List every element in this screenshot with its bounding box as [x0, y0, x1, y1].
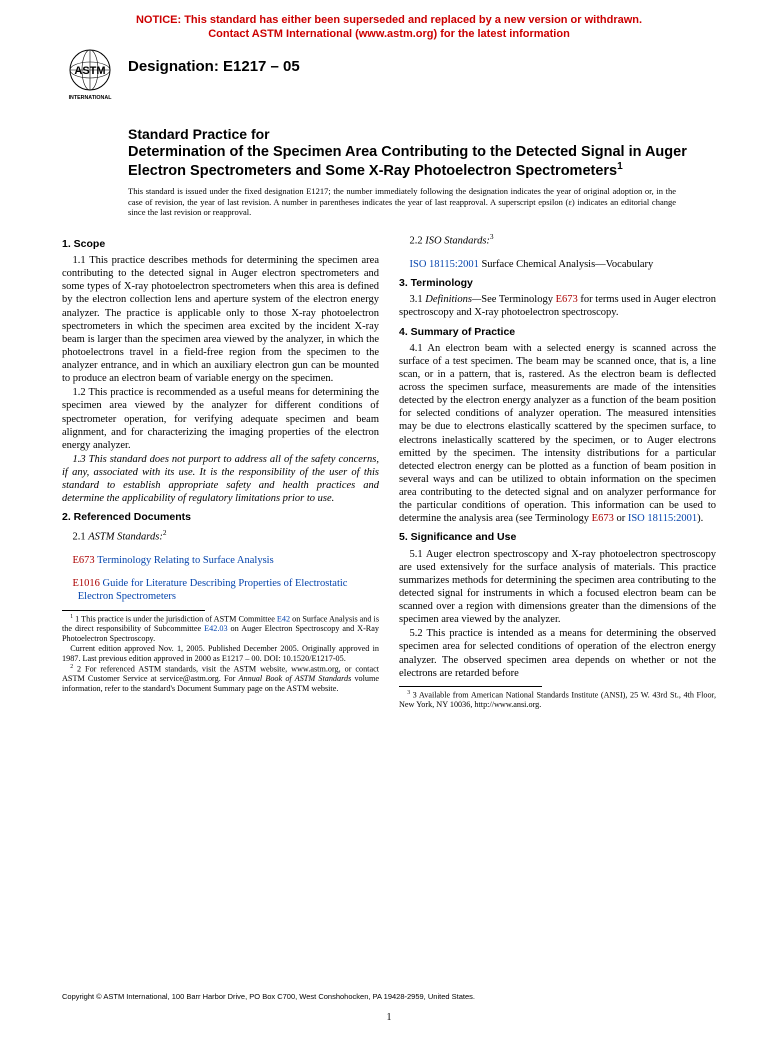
para-5-1: 5.1 Auger electron spectroscopy and X-ra… [399, 548, 716, 627]
s2-1-italic: ASTM Standards: [88, 531, 163, 542]
s4-1-a: 4.1 An electron beam with a selected ene… [399, 343, 716, 525]
heading-summary: 4. Summary of Practice [399, 326, 716, 339]
notice-line1: NOTICE: This standard has either been su… [136, 14, 642, 26]
ref-e1016-text[interactable]: Guide for Literature Describing Properti… [78, 578, 348, 602]
footnote-1: 1 1 This practice is under the jurisdict… [62, 614, 379, 644]
s3-1-it: Definitions— [425, 294, 481, 305]
para-3-1: 3.1 Definitions—See Terminology E673 for… [399, 293, 716, 319]
fn2-it: Annual Book of ASTM Standards [239, 674, 352, 683]
ref-e1016: E1016 Guide for Literature Describing Pr… [78, 577, 379, 603]
footnote-3: 3 3 Available from American National Sta… [399, 690, 716, 710]
ref-iso: ISO 18115:2001 Surface Chemical Analysis… [415, 258, 716, 271]
footnote-rule-left [62, 610, 205, 611]
svg-text:INTERNATIONAL: INTERNATIONAL [69, 95, 113, 101]
para-2-2: 2.2 ISO Standards:3 [399, 232, 716, 248]
title-main-text: Determination of the Specimen Area Contr… [128, 144, 687, 179]
ref-e673-text[interactable]: Terminology Relating to Surface Analysis [95, 555, 274, 566]
fn3-text: 3 Available from American National Stand… [399, 691, 716, 710]
copyright-line: Copyright © ASTM International, 100 Barr… [62, 992, 475, 1001]
para-1-1: 1.1 This practice describes methods for … [62, 254, 379, 385]
s3-1-b: See Terminology [481, 294, 555, 305]
iso-code[interactable]: ISO 18115:2001 [410, 259, 479, 270]
left-column: 1. Scope 1.1 This practice describes met… [62, 232, 379, 710]
svg-text:ASTM: ASTM [74, 65, 105, 77]
s4-1-b: or [614, 513, 628, 524]
footnote-1b: Current edition approved Nov. 1, 2005. P… [62, 644, 379, 664]
ref-e673: E673 Terminology Relating to Surface Ana… [78, 554, 379, 567]
notice-banner: NOTICE: This standard has either been su… [62, 14, 716, 42]
title-block: Standard Practice for Determination of t… [128, 126, 716, 181]
para-4-1: 4.1 An electron beam with a selected ene… [399, 342, 716, 526]
fn1-link1[interactable]: E42 [277, 614, 290, 623]
s4-1-link2[interactable]: ISO 18115:2001 [628, 513, 697, 524]
header-row: ASTM INTERNATIONAL Designation: E1217 – … [62, 48, 716, 102]
page-container: NOTICE: This standard has either been su… [0, 0, 778, 1041]
page-number: 1 [0, 1012, 778, 1023]
s2-1-sup: 2 [163, 528, 167, 537]
para-2-1: 2.1 ASTM Standards:2 [62, 528, 379, 544]
heading-scope: 1. Scope [62, 238, 379, 251]
heading-refdocs: 2. Referenced Documents [62, 511, 379, 524]
title-lead: Standard Practice for [128, 126, 716, 144]
s2-2-sup: 3 [490, 232, 494, 241]
s3-1-a: 3.1 [410, 294, 426, 305]
footnote-2: 2 2 For referenced ASTM standards, visit… [62, 664, 379, 694]
fn1-a: 1 This practice is under the jurisdictio… [75, 614, 277, 623]
designation-text: Designation: E1217 – 05 [128, 58, 300, 75]
notice-line2: Contact ASTM International (www.astm.org… [208, 28, 570, 40]
right-column: 2.2 ISO Standards:3 ISO 18115:2001 Surfa… [399, 232, 716, 710]
title-sup: 1 [617, 161, 623, 172]
s4-1-c: ). [697, 513, 703, 524]
para-1-3: 1.3 This standard does not purport to ad… [62, 453, 379, 506]
s3-1-link[interactable]: E673 [556, 294, 578, 305]
s2-1-lead: 2.1 [73, 531, 89, 542]
s2-2-lead: 2.2 [410, 235, 426, 246]
body-columns: 1. Scope 1.1 This practice describes met… [62, 232, 716, 710]
para-1-2: 1.2 This practice is recommended as a us… [62, 386, 379, 452]
title-main: Determination of the Specimen Area Contr… [128, 143, 716, 180]
issuance-note: This standard is issued under the fixed … [128, 186, 716, 218]
footnote-rule-right [399, 686, 542, 687]
ref-e673-code[interactable]: E673 [73, 555, 95, 566]
s2-2-italic: ISO Standards: [425, 235, 490, 246]
para-5-2: 5.2 This practice is intended as a means… [399, 627, 716, 680]
astm-logo: ASTM INTERNATIONAL [62, 48, 118, 102]
iso-text: Surface Chemical Analysis—Vocabulary [479, 259, 653, 270]
s4-1-link1[interactable]: E673 [592, 513, 614, 524]
ref-e1016-code[interactable]: E1016 [73, 578, 100, 589]
heading-terminology: 3. Terminology [399, 277, 716, 290]
fn1-link2[interactable]: E42.03 [204, 624, 227, 633]
heading-significance: 5. Significance and Use [399, 531, 716, 544]
